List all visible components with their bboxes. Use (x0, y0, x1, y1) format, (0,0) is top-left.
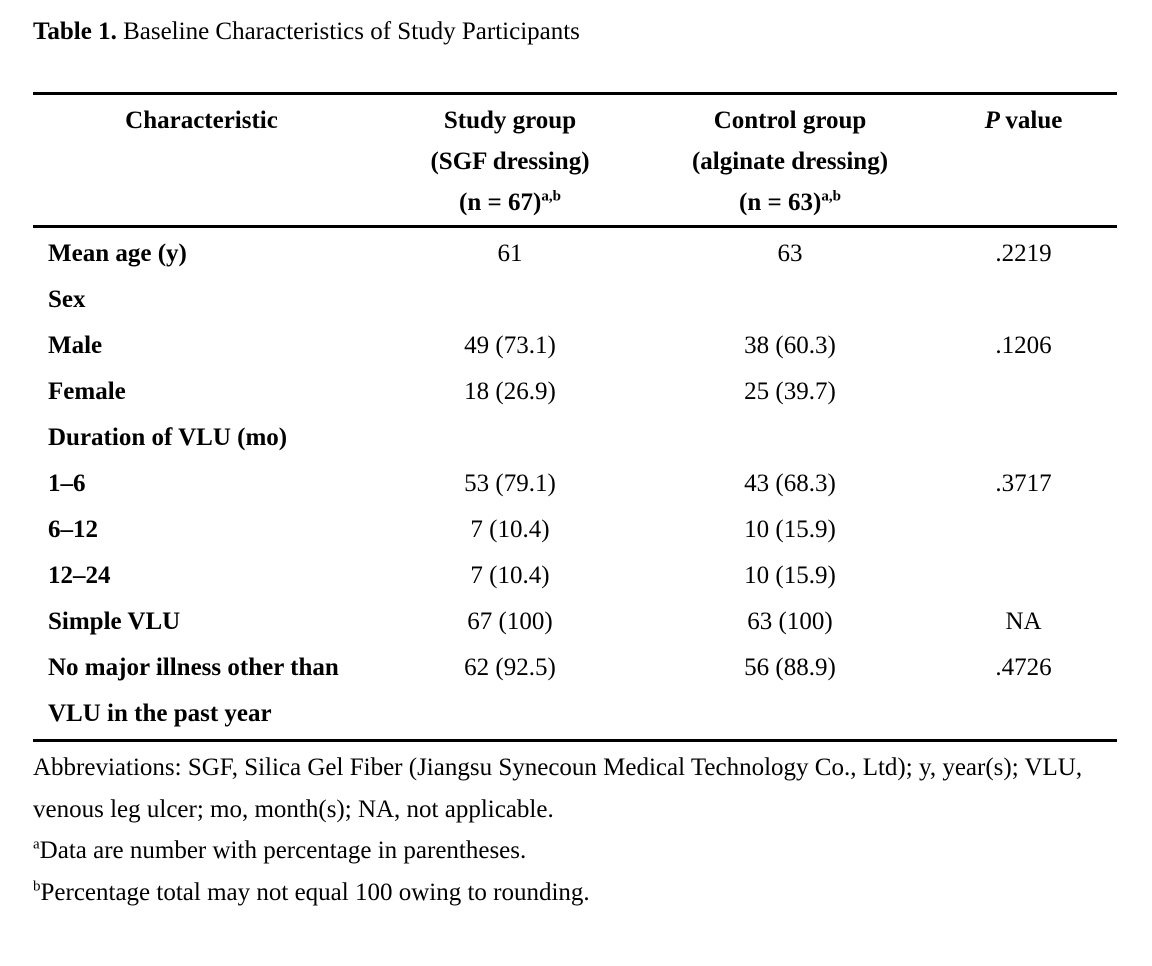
footnote-b-text: Percentage total may not equal 100 owing… (40, 878, 590, 906)
header-control-group: Control group (alginate dressing) (n = 6… (650, 93, 930, 228)
control-value: 38 (60.3) (744, 332, 836, 359)
table-row: Male 49 (73.1) 38 (60.3) .1206 (33, 323, 1117, 369)
control-value: 25 (39.7) (744, 378, 836, 405)
row-label: Simple VLU (48, 608, 181, 635)
p-value (930, 553, 1117, 599)
p-value (930, 369, 1117, 415)
table-row: Female 18 (26.9) 25 (39.7) (33, 369, 1117, 415)
study-value (370, 277, 650, 323)
header-characteristic-label: Characteristic (125, 107, 278, 134)
header-study-group-line2: (SGF dressing) (430, 148, 590, 175)
footnote-a-marker: a (33, 836, 40, 853)
table-title-label: Table 1. (33, 18, 117, 45)
study-value: 61 (497, 240, 523, 267)
footnote-b-marker: b (33, 878, 41, 895)
footnote-abbreviations: Abbreviations: SGF, Silica Gel Fiber (Ji… (33, 754, 1083, 823)
control-value: 43 (68.3) (744, 470, 836, 497)
header-study-group-n: (n = 67) (459, 189, 542, 216)
table-row: Duration of VLU (mo) (33, 415, 1117, 461)
row-label: Male (48, 332, 103, 359)
p-value: .4726 (995, 654, 1052, 681)
p-value (930, 415, 1117, 461)
row-label: Female (48, 378, 126, 405)
header-row: Characteristic Study group (SGF dressing… (33, 93, 1117, 228)
study-value: 67 (100) (467, 608, 553, 635)
study-value: 7 (10.4) (470, 562, 550, 589)
table-title: Table 1. Baseline Characteristics of Stu… (33, 16, 1123, 48)
control-value: 63 (777, 240, 803, 267)
table-row: Simple VLU 67 (100) 63 (100) NA (33, 599, 1117, 645)
header-control-group-line2: (alginate dressing) (691, 148, 889, 175)
p-value: .3717 (995, 470, 1052, 497)
baseline-characteristics-table: Characteristic Study group (SGF dressing… (33, 92, 1117, 742)
header-p-italic: P (984, 107, 1000, 134)
header-characteristic: Characteristic (33, 93, 370, 228)
table-footnotes: Abbreviations: SGF, Silica Gel Fiber (Ji… (33, 747, 1125, 913)
row-label: Sex (48, 286, 86, 313)
footnote-a: aData are number with percentage in pare… (33, 830, 1125, 872)
header-p-rest: value (1005, 107, 1063, 134)
table-row: Sex (33, 277, 1117, 323)
header-study-group: Study group (SGF dressing) (n = 67)a,b (370, 93, 650, 228)
study-value: 53 (79.1) (464, 470, 556, 497)
table-title-text: Baseline Characteristics of Study Partic… (123, 18, 580, 45)
header-control-group-line3: (n = 63)a,b (650, 182, 930, 223)
header-control-group-n: (n = 63) (739, 189, 822, 216)
p-value: .2219 (995, 240, 1052, 267)
study-value: 62 (92.5) (464, 654, 556, 681)
p-value (930, 277, 1117, 323)
control-value (650, 277, 930, 323)
study-value (370, 415, 650, 461)
header-control-group-footnote-marks: a,b (821, 188, 841, 205)
footnote-b: bPercentage total may not equal 100 owin… (33, 872, 1125, 914)
control-value: 10 (15.9) (744, 562, 836, 589)
study-value: 18 (26.9) (464, 378, 556, 405)
control-value: 56 (88.9) (744, 654, 836, 681)
table-row: 6–12 7 (10.4) 10 (15.9) (33, 507, 1117, 553)
row-label: 12–24 (48, 562, 111, 589)
p-value: .1206 (995, 332, 1052, 359)
control-value: 10 (15.9) (744, 516, 836, 543)
p-value: NA (1005, 608, 1042, 635)
row-label: 1–6 (48, 470, 86, 497)
control-value (650, 415, 930, 461)
footnote-a-text: Data are number with percentage in paren… (39, 837, 527, 864)
table-row: No major illness other than VLU in the p… (33, 645, 1117, 741)
table-row: 12–24 7 (10.4) 10 (15.9) (33, 553, 1117, 599)
header-control-group-line1: Control group (713, 107, 867, 134)
row-label: No major illness other than VLU in the p… (48, 654, 339, 727)
row-label: Duration of VLU (mo) (48, 424, 288, 451)
header-study-group-line1: Study group (443, 107, 577, 134)
header-study-group-footnote-marks: a,b (541, 188, 561, 205)
row-label: 6–12 (48, 516, 98, 543)
study-value: 7 (10.4) (470, 516, 550, 543)
table-row: 1–6 53 (79.1) 43 (68.3) .3717 (33, 461, 1117, 507)
control-value: 63 (100) (747, 608, 833, 635)
row-label: Mean age (y) (48, 240, 187, 267)
header-study-group-line3: (n = 67)a,b (370, 182, 650, 223)
p-value (930, 507, 1117, 553)
study-value: 49 (73.1) (464, 332, 556, 359)
table-row: Mean age (y) 61 63 .2219 (33, 227, 1117, 278)
